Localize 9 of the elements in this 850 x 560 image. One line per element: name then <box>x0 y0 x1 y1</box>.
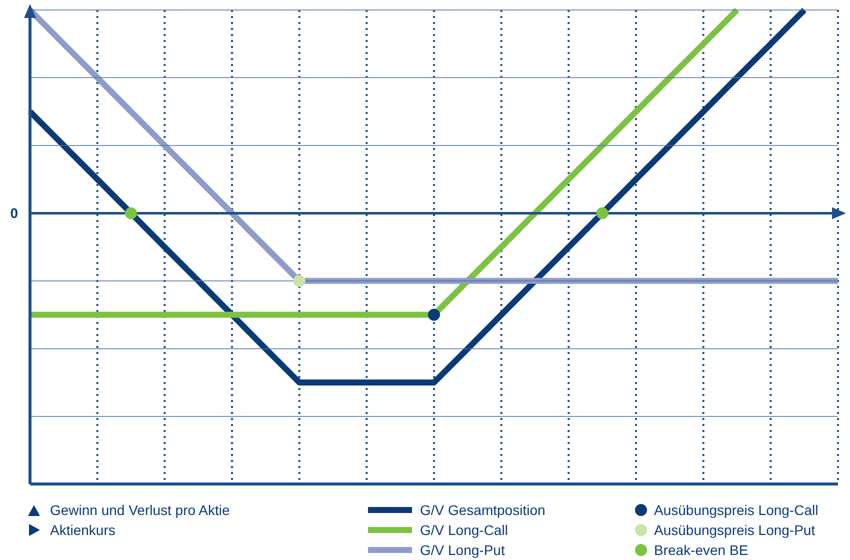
text: Aktienkurs <box>50 522 116 538</box>
text: Gewinn und Verlust pro Aktie <box>50 502 230 518</box>
text: Ausübungspreis Long-Call <box>654 502 818 518</box>
legend-label: G/V Long-Call <box>420 522 508 538</box>
ref-line-label: 0 <box>10 205 18 222</box>
legend-label: G/V Long-Put <box>420 542 505 558</box>
text: Ausübungspreis Long-Put <box>654 522 816 538</box>
text: Break-even BE <box>654 542 748 558</box>
legend-label: G/V Gesamtposition <box>420 502 546 518</box>
